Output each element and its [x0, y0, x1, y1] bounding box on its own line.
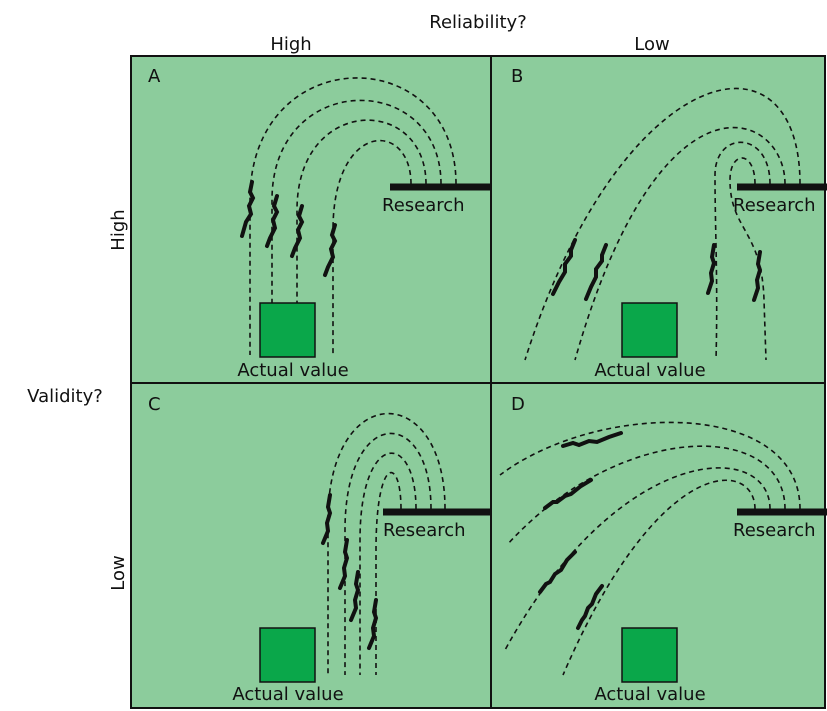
panel-letter: C: [148, 394, 161, 415]
target: [260, 628, 315, 682]
actual-label: Actual value: [594, 684, 705, 705]
column-label: High: [270, 34, 311, 55]
target: [260, 303, 315, 357]
panel-letter: B: [511, 66, 523, 87]
panel-letter: A: [148, 66, 161, 87]
actual-label: Actual value: [237, 360, 348, 381]
side-title: Validity?: [27, 386, 103, 407]
row-label: Low: [108, 555, 129, 590]
diagram: Reliability? High Low Validity? High Low…: [0, 0, 827, 711]
research-label: Research: [383, 520, 466, 541]
research-label: Research: [733, 520, 816, 541]
research-label: Research: [733, 195, 816, 216]
actual-label: Actual value: [594, 360, 705, 381]
research-label: Research: [382, 195, 465, 216]
panel-letter: D: [511, 394, 525, 415]
column-label: Low: [634, 34, 669, 55]
target: [622, 628, 677, 682]
target: [622, 303, 677, 357]
actual-label: Actual value: [232, 684, 343, 705]
header-title: Reliability?: [429, 12, 527, 33]
row-label: High: [108, 209, 129, 250]
